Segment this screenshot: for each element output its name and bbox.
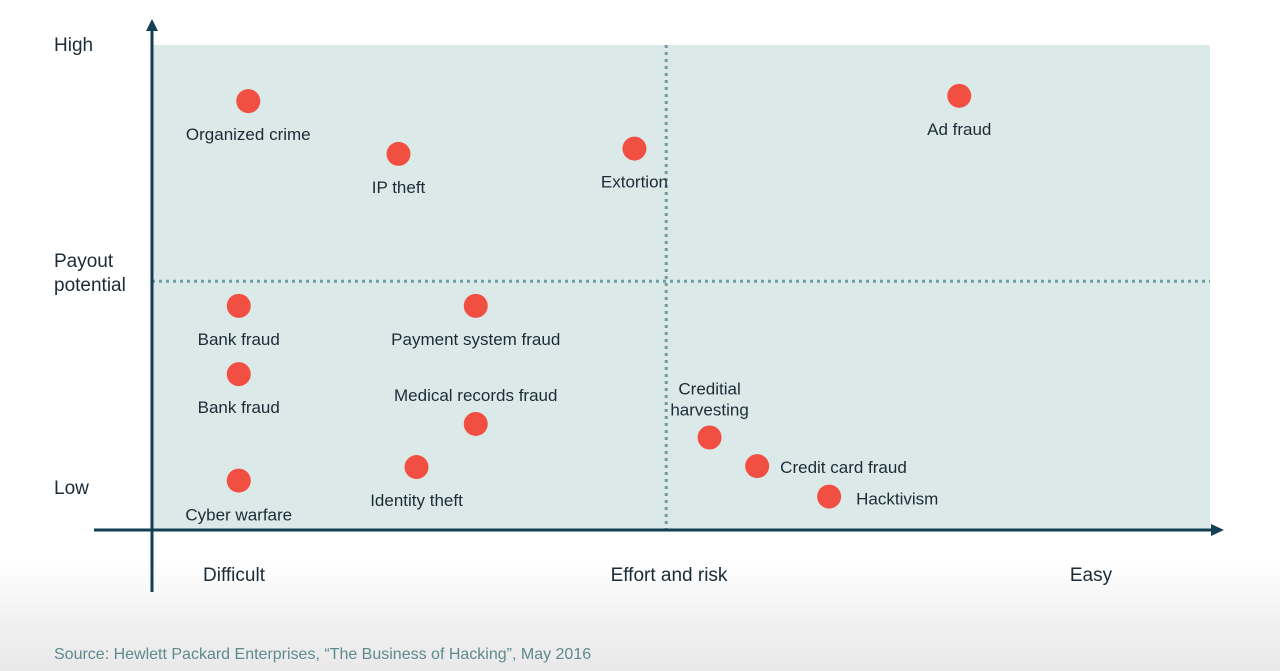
point-marker (745, 454, 770, 479)
point-marker (226, 293, 251, 318)
point-label: Organized crime (186, 125, 311, 144)
point-label-line: harvesting (670, 401, 748, 420)
x-axis-title: Effort and risk (610, 565, 728, 586)
point-label: IP theft (372, 178, 426, 197)
y-axis-arrow-icon (146, 19, 158, 31)
data-point-13: Cyber warfare (185, 468, 292, 525)
data-point-12: Identity theft (370, 455, 463, 510)
point-marker (463, 411, 488, 436)
point-label: Ad fraud (927, 120, 991, 139)
point-label-line: Creditial (678, 380, 740, 399)
x-axis-arrow-icon (1211, 524, 1224, 536)
point-marker (817, 484, 842, 509)
data-point-2: IP theft (372, 141, 426, 197)
point-marker (226, 468, 251, 493)
point-label: Bank fraud (198, 330, 280, 349)
data-point-4: Ad fraud (927, 83, 991, 139)
data-point-7: Bank fraud (198, 362, 280, 417)
y-axis-high-label: High (54, 35, 94, 56)
point-label: Extortion (601, 173, 668, 192)
point-marker (463, 293, 488, 318)
data-point-9: Creditial harvesting (670, 380, 749, 450)
point-marker (226, 362, 251, 387)
point-marker (236, 89, 261, 114)
point-label: Creditial harvesting (670, 380, 748, 420)
data-point-8: Medical records fraud (394, 386, 557, 436)
data-point-11: Hacktivism (817, 484, 938, 509)
point-marker (622, 136, 647, 161)
plot-panel (152, 45, 1210, 529)
point-marker (947, 83, 972, 108)
point-marker (386, 141, 411, 166)
point-label: Bank fraud (198, 398, 280, 417)
y-axis-low-label: Low (54, 478, 89, 499)
point-label: Hacktivism (856, 490, 938, 509)
data-point-3: Extortion (601, 136, 668, 192)
bottom-fade (0, 560, 1280, 671)
point-label: Cyber warfare (185, 506, 292, 525)
point-label: Identity theft (370, 491, 463, 510)
point-marker (404, 455, 429, 480)
data-point-10: Credit card fraud (745, 454, 907, 479)
y-axis-title-line2: potential (54, 275, 126, 296)
data-point-1: Organized crime (186, 89, 311, 144)
x-axis-left-label: Difficult (203, 565, 265, 586)
point-label: Credit card fraud (780, 458, 907, 477)
data-point-6: Payment system fraud (391, 293, 560, 349)
source-note: Source: Hewlett Packard Enterprises, “Th… (54, 646, 592, 663)
point-marker (697, 425, 722, 450)
point-label: Medical records fraud (394, 386, 557, 405)
data-point-5: Bank fraud (198, 293, 280, 349)
x-axis-right-label: Easy (1069, 565, 1113, 586)
point-label: Payment system fraud (391, 330, 560, 349)
y-axis-title-line1: Payout (54, 251, 114, 272)
